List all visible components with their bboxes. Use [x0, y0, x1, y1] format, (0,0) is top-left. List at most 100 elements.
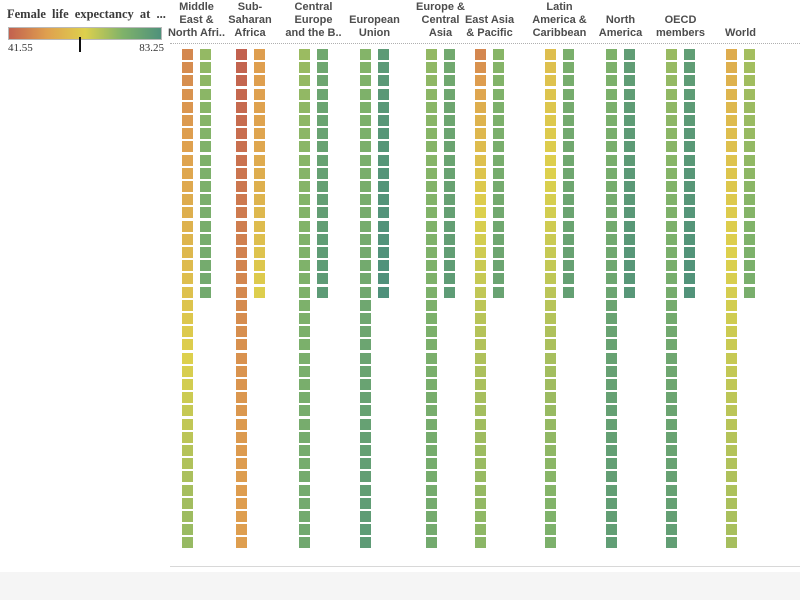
mark-cell[interactable]	[475, 233, 486, 245]
mark-cell[interactable]	[563, 154, 574, 166]
mark-cell[interactable]	[684, 115, 695, 126]
mark-cell[interactable]	[200, 207, 211, 219]
mark-cell[interactable]	[444, 62, 455, 74]
mark-cell[interactable]	[563, 128, 574, 140]
mark-cell[interactable]	[426, 299, 437, 311]
mark-cell[interactable]	[726, 405, 737, 417]
mark-cell[interactable]	[426, 154, 437, 166]
mark-cell[interactable]	[606, 524, 617, 536]
mark-cell[interactable]	[684, 194, 695, 206]
mark-cell[interactable]	[182, 392, 193, 404]
mark-cell[interactable]	[182, 445, 193, 456]
mark-cell[interactable]	[606, 471, 617, 483]
mark-cell[interactable]	[299, 392, 310, 404]
mark-cell[interactable]	[360, 260, 371, 272]
mark-cell[interactable]	[606, 181, 617, 192]
mark-cell[interactable]	[684, 88, 695, 100]
mark-cell[interactable]	[378, 62, 389, 74]
mark-cell[interactable]	[666, 352, 677, 364]
mark-cell[interactable]	[545, 128, 556, 140]
mark-cell[interactable]	[182, 181, 193, 192]
mark-cell[interactable]	[545, 299, 556, 311]
mark-cell[interactable]	[606, 233, 617, 245]
mark-cell[interactable]	[378, 115, 389, 126]
mark-cell[interactable]	[744, 207, 755, 219]
mark-cell[interactable]	[606, 326, 617, 338]
mark-cell[interactable]	[744, 141, 755, 153]
mark-cell[interactable]	[360, 339, 371, 351]
mark-cell[interactable]	[545, 445, 556, 456]
mark-cell[interactable]	[360, 313, 371, 324]
mark-cell[interactable]	[475, 537, 486, 549]
mark-cell[interactable]	[235, 405, 247, 417]
mark-cell[interactable]	[493, 115, 504, 126]
mark-cell[interactable]	[563, 194, 574, 206]
mark-cell[interactable]	[624, 75, 635, 87]
mark-cell[interactable]	[235, 379, 247, 390]
mark-cell[interactable]	[317, 207, 328, 219]
mark-cell[interactable]	[235, 445, 247, 456]
mark-cell[interactable]	[235, 167, 247, 179]
mark-cell[interactable]	[200, 141, 211, 153]
mark-cell[interactable]	[360, 405, 371, 417]
mark-cell[interactable]	[378, 247, 389, 258]
mark-cell[interactable]	[182, 431, 193, 443]
mark-cell[interactable]	[475, 128, 486, 140]
mark-cell[interactable]	[253, 181, 265, 192]
mark-cell[interactable]	[426, 286, 437, 298]
mark-cell[interactable]	[299, 260, 310, 272]
mark-cell[interactable]	[545, 431, 556, 443]
mark-cell[interactable]	[475, 445, 486, 456]
mark-cell[interactable]	[606, 313, 617, 324]
color-legend-gradient[interactable]	[8, 27, 162, 40]
mark-cell[interactable]	[360, 128, 371, 140]
mark-cell[interactable]	[606, 392, 617, 404]
mark-cell[interactable]	[299, 379, 310, 390]
mark-cell[interactable]	[444, 233, 455, 245]
mark-cell[interactable]	[726, 326, 737, 338]
mark-cell[interactable]	[378, 194, 389, 206]
mark-cell[interactable]	[299, 247, 310, 258]
mark-cell[interactable]	[444, 273, 455, 285]
mark-cell[interactable]	[182, 365, 193, 377]
mark-cell[interactable]	[684, 220, 695, 232]
mark-cell[interactable]	[235, 537, 247, 549]
mark-cell[interactable]	[317, 141, 328, 153]
mark-cell[interactable]	[684, 247, 695, 258]
mark-cell[interactable]	[726, 392, 737, 404]
mark-cell[interactable]	[666, 537, 677, 549]
mark-cell[interactable]	[317, 194, 328, 206]
mark-cell[interactable]	[726, 88, 737, 100]
mark-cell[interactable]	[378, 49, 389, 60]
mark-cell[interactable]	[200, 88, 211, 100]
mark-cell[interactable]	[666, 313, 677, 324]
mark-cell[interactable]	[666, 299, 677, 311]
mark-cell[interactable]	[606, 88, 617, 100]
mark-cell[interactable]	[493, 62, 504, 74]
mark-cell[interactable]	[299, 154, 310, 166]
mark-cell[interactable]	[360, 445, 371, 456]
mark-cell[interactable]	[666, 339, 677, 351]
mark-cell[interactable]	[182, 326, 193, 338]
mark-cell[interactable]	[426, 418, 437, 430]
mark-cell[interactable]	[545, 286, 556, 298]
mark-cell[interactable]	[606, 75, 617, 87]
mark-cell[interactable]	[360, 167, 371, 179]
mark-cell[interactable]	[426, 247, 437, 258]
mark-cell[interactable]	[666, 194, 677, 206]
mark-cell[interactable]	[235, 220, 247, 232]
mark-cell[interactable]	[378, 260, 389, 272]
mark-cell[interactable]	[426, 431, 437, 443]
mark-cell[interactable]	[378, 128, 389, 140]
mark-cell[interactable]	[299, 497, 310, 509]
mark-cell[interactable]	[666, 101, 677, 113]
mark-cell[interactable]	[563, 220, 574, 232]
mark-cell[interactable]	[563, 233, 574, 245]
mark-cell[interactable]	[444, 194, 455, 206]
mark-cell[interactable]	[200, 220, 211, 232]
mark-cell[interactable]	[317, 286, 328, 298]
mark-cell[interactable]	[624, 207, 635, 219]
mark-cell[interactable]	[360, 524, 371, 536]
mark-cell[interactable]	[744, 194, 755, 206]
mark-cell[interactable]	[726, 524, 737, 536]
